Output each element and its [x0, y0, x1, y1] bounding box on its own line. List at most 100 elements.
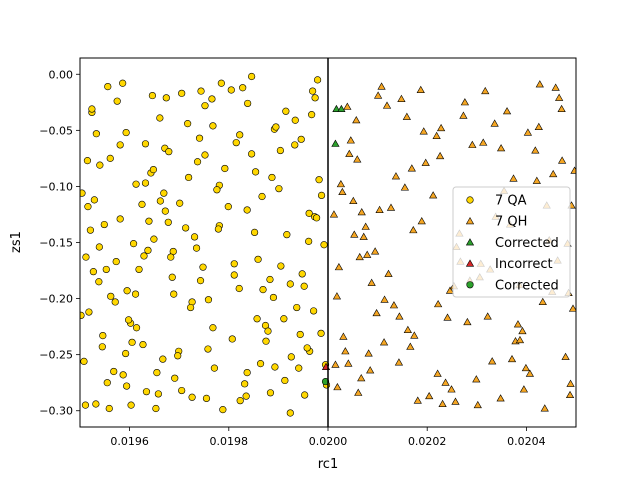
7-qh-1-point: [357, 374, 366, 382]
7-qa-0-point: [90, 196, 98, 204]
7-qh-1-point: [479, 138, 488, 146]
legend: 7 QA 7 QH Corrected Incorrect Corrected: [452, 186, 571, 298]
7-qa-0-point: [305, 209, 313, 217]
7-qa-0-point: [107, 292, 115, 300]
7-qa-0-point: [154, 390, 162, 398]
7-qh-1-point: [436, 123, 446, 132]
x-axis-label: rc1: [318, 457, 338, 472]
7-qa-0-point: [303, 344, 311, 352]
7-qh-1-point: [438, 399, 447, 408]
7-qh-1-point: [355, 252, 364, 261]
legend-item: Corrected: [465, 236, 559, 251]
7-qa-0-point: [266, 389, 275, 397]
7-qa-0-point: [164, 218, 172, 226]
7-qa-0-point: [131, 290, 140, 298]
7-qa-0-point: [239, 84, 247, 92]
7-qh-1-point: [417, 216, 426, 225]
7-qh-1-point: [555, 93, 564, 101]
x-tick-label: 0.0200: [309, 435, 348, 448]
7-qh-1-point: [521, 363, 531, 372]
7-qa-0-point: [242, 392, 250, 400]
7-qa-0-point: [160, 189, 168, 197]
7-qa-0-point: [132, 324, 141, 332]
7-qa-0-point: [125, 316, 133, 324]
7-qa-0-point: [171, 374, 179, 382]
7-qh-1-point: [329, 210, 339, 218]
7-qh-1-point: [435, 151, 445, 160]
7-qh-1-point: [515, 335, 525, 344]
7-qh-1-point: [343, 102, 352, 110]
7-qa-0-point: [139, 340, 147, 349]
7-qa-0-point: [264, 327, 272, 335]
7-qh-1-point: [363, 250, 372, 258]
7-qh-1-point: [429, 191, 438, 199]
7-qh-1-point: [565, 390, 575, 399]
7-qh-1-point: [483, 312, 492, 320]
7-qa-0-point: [287, 353, 295, 361]
7-qh-1-point: [409, 225, 418, 234]
7-qh-1-point: [384, 269, 393, 277]
7-qh-1-point: [570, 166, 576, 174]
7-qa-0-point: [145, 217, 153, 225]
7-qa-0-point: [111, 298, 119, 306]
7-qa-0-point: [309, 87, 317, 95]
7-qa-0-point: [317, 329, 325, 337]
7-qa-0-point: [81, 401, 90, 409]
7-qa-0-point: [286, 280, 294, 288]
7-qa-0-point: [92, 400, 100, 408]
7-qh-1-point: [389, 301, 399, 309]
7-qa-0-point: [106, 154, 114, 162]
7-qh-1-point: [373, 91, 383, 99]
7-qh-1-point: [473, 400, 482, 409]
7-qh-1-point: [534, 122, 543, 130]
7-qa-0-point: [184, 120, 192, 128]
7-qa-0-point: [182, 224, 190, 232]
7-qh-1-point: [346, 136, 355, 144]
7-qa-0-point: [262, 337, 270, 345]
7-qa-0-point: [105, 404, 113, 413]
7-qa-0-point: [185, 173, 193, 182]
corrected-2-point: [337, 104, 346, 113]
legend-item: 7 QH: [465, 215, 527, 230]
7-qa-0-point: [228, 335, 236, 343]
7-qa-0-point: [98, 343, 106, 351]
7-qa-0-point: [119, 79, 127, 87]
7-qa-0-point: [310, 307, 318, 315]
7-qh-1-point: [350, 230, 359, 238]
7-qa-0-point: [295, 364, 303, 372]
7-qa-0-point: [297, 135, 305, 143]
7-qa-0-point: [95, 278, 103, 286]
7-qa-0-point: [148, 91, 157, 100]
7-qa-0-point: [224, 203, 232, 211]
7-qh-1-point: [460, 98, 470, 106]
7-qa-0-point: [300, 282, 308, 290]
y-axis-label: zs1: [9, 231, 24, 253]
7-qa-0-point: [312, 214, 321, 222]
y-tick-label: −0.10: [39, 180, 73, 193]
7-qa-0-point: [116, 215, 124, 223]
7-qa-0-point: [248, 150, 256, 158]
7-qh-1-point: [352, 116, 361, 124]
7-qh-1-point: [349, 196, 358, 205]
7-qa-0-point: [83, 157, 92, 165]
7-qh-1-point: [433, 369, 442, 377]
y-tick-label: −0.20: [39, 293, 73, 306]
7-qh-1-point: [496, 394, 505, 402]
7-qh-1-point: [513, 320, 523, 328]
7-qa-0-point: [291, 141, 299, 149]
7-qa-0-point: [141, 140, 150, 148]
7-qa-0-point: [161, 207, 169, 215]
7-qh-1-point: [416, 85, 425, 93]
7-qa-0-point: [230, 260, 238, 268]
7-qh-1-point: [432, 131, 441, 139]
7-qh-1-point: [357, 208, 366, 216]
7-qa-0-point: [129, 240, 138, 248]
7-qh-1-point: [334, 262, 344, 271]
7-qa-0-point: [123, 287, 131, 295]
7-qh-1-point: [382, 101, 392, 109]
x-tick-label: 0.0204: [507, 435, 546, 448]
7-qh-1-point: [336, 179, 346, 188]
y-tick-label: −0.05: [39, 124, 73, 137]
legend-marker: [466, 281, 474, 289]
